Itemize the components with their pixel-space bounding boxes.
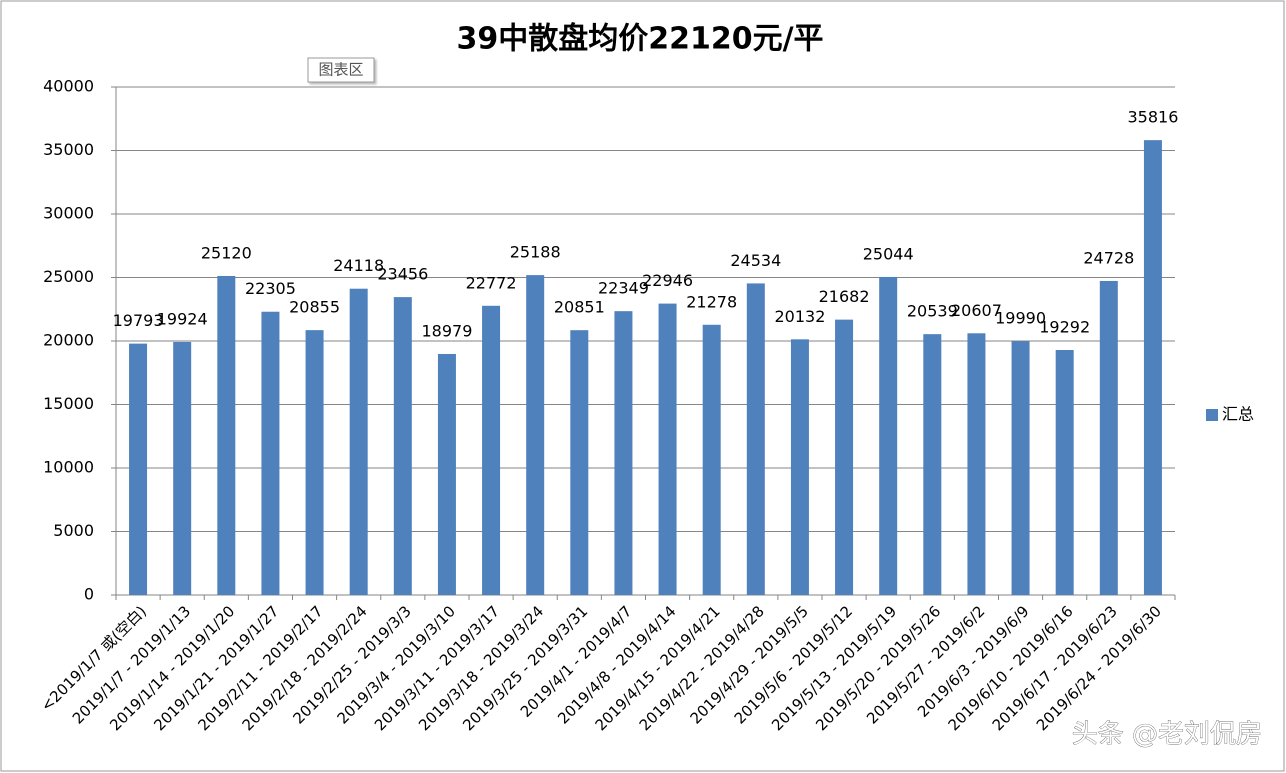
y-tick-label: 40000 (43, 77, 94, 96)
value-label: 35816 (1127, 108, 1178, 127)
y-tick-label: 35000 (43, 140, 94, 159)
legend-label: 汇总 (1222, 405, 1254, 424)
bar (349, 288, 368, 595)
value-label: 20855 (289, 298, 340, 317)
value-label: 19990 (995, 309, 1046, 328)
value-label: 19793 (113, 311, 164, 330)
bar (879, 276, 898, 595)
bar (614, 311, 633, 595)
value-label: 19292 (1039, 317, 1090, 336)
bar (261, 311, 280, 595)
value-label: 20132 (774, 307, 825, 326)
tooltip: 图表区 (307, 57, 375, 83)
value-label: 25044 (863, 244, 914, 263)
bar (173, 341, 192, 595)
tooltip-text: 图表区 (318, 61, 363, 79)
value-label: 22305 (245, 279, 296, 298)
value-label: 20851 (554, 298, 605, 317)
watermark: 头条 @老刘侃房 (1072, 720, 1262, 750)
bar (1011, 341, 1030, 595)
bar (217, 275, 236, 595)
bar (746, 283, 765, 595)
value-label: 21278 (686, 292, 737, 311)
value-label: 20539 (907, 302, 958, 321)
bar (1143, 140, 1162, 596)
value-label: 25188 (510, 243, 561, 262)
bar (1099, 280, 1118, 595)
value-label: 24118 (333, 256, 384, 275)
legend-swatch (1206, 409, 1218, 421)
value-label: 22772 (466, 273, 517, 292)
bar (437, 353, 456, 595)
bar (570, 330, 589, 595)
bar (835, 319, 854, 595)
bar (1055, 349, 1074, 595)
chart-title: 39中散盘均价22120元/平 (456, 22, 823, 57)
y-tick-label: 10000 (43, 458, 94, 477)
bar (967, 333, 986, 595)
value-label: 22946 (642, 271, 693, 290)
value-label: 25120 (201, 243, 252, 262)
y-tick-label: 30000 (43, 204, 94, 223)
value-label: 21682 (819, 287, 870, 306)
bar (482, 305, 501, 595)
value-label: 19924 (157, 309, 208, 328)
value-label: 23456 (377, 265, 428, 284)
value-label: 24728 (1083, 248, 1134, 267)
bar (129, 343, 148, 595)
y-tick-label: 25000 (43, 267, 94, 286)
bar (923, 334, 942, 595)
value-label: 20607 (951, 301, 1002, 320)
bar (305, 330, 324, 595)
bar (790, 339, 809, 595)
y-tick-label: 20000 (43, 331, 94, 350)
value-label: 24534 (730, 251, 781, 270)
bar (526, 275, 545, 595)
value-label: 22349 (598, 279, 649, 298)
value-label: 18979 (421, 321, 472, 340)
bar (702, 324, 721, 595)
bar (393, 297, 412, 595)
y-tick-label: 0 (84, 585, 94, 604)
y-tick-label: 5000 (53, 521, 94, 540)
y-tick-label: 15000 (43, 394, 94, 413)
tooltip-box (307, 57, 375, 83)
bar (658, 303, 677, 595)
